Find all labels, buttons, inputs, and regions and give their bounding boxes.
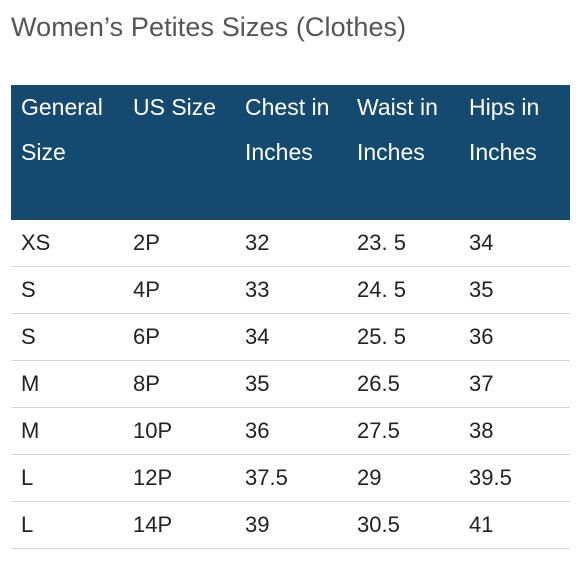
table-row: M 8P 35 26.5 37 (11, 360, 570, 408)
table-row: S 4P 33 24. 5 35 (11, 266, 570, 314)
cell-hips: 34 (459, 220, 570, 267)
page-title: Women’s Petites Sizes (Clothes) (11, 12, 407, 42)
cell-us-size: 12P (123, 454, 235, 502)
cell-us-size: 8P (123, 360, 235, 408)
header-waist: Waist in Inches (347, 85, 459, 220)
cell-chest: 39 (235, 501, 347, 549)
cell-waist: 24. 5 (347, 266, 459, 314)
table-row: M 10P 36 27.5 38 (11, 407, 570, 455)
cell-chest: 32 (235, 220, 347, 267)
cell-chest: 34 (235, 313, 347, 361)
header-hips: Hips in Inches (459, 85, 570, 220)
cell-hips: 35 (459, 266, 570, 314)
cell-us-size: 2P (123, 220, 235, 267)
table-body: XS 2P 32 23. 5 34 S 4P 33 24. 5 35 S 6P … (11, 220, 570, 549)
cell-waist: 27.5 (347, 407, 459, 455)
cell-chest: 37.5 (235, 454, 347, 502)
size-chart-table: General Size US Size Chest in Inches Wai… (11, 85, 570, 549)
cell-waist: 29 (347, 454, 459, 502)
cell-us-size: 6P (123, 313, 235, 361)
header-general-size: General Size (11, 85, 123, 220)
header-chest: Chest in Inches (235, 85, 347, 220)
cell-chest: 35 (235, 360, 347, 408)
cell-general-size: L (11, 454, 123, 502)
cell-general-size: S (11, 313, 123, 361)
cell-general-size: M (11, 407, 123, 455)
cell-chest: 36 (235, 407, 347, 455)
table-row: L 12P 37.5 29 39.5 (11, 454, 570, 502)
cell-hips: 38 (459, 407, 570, 455)
cell-general-size: M (11, 360, 123, 408)
cell-hips: 39.5 (459, 454, 570, 502)
cell-general-size: S (11, 266, 123, 314)
cell-waist: 25. 5 (347, 313, 459, 361)
cell-waist: 26.5 (347, 360, 459, 408)
cell-us-size: 14P (123, 501, 235, 549)
table-row: L 14P 39 30.5 41 (11, 501, 570, 549)
header-us-size: US Size (123, 85, 235, 220)
cell-hips: 36 (459, 313, 570, 361)
cell-general-size: XS (11, 220, 123, 267)
table-header: General Size US Size Chest in Inches Wai… (11, 85, 570, 220)
cell-hips: 41 (459, 501, 570, 549)
cell-chest: 33 (235, 266, 347, 314)
cell-us-size: 4P (123, 266, 235, 314)
cell-waist: 30.5 (347, 501, 459, 549)
header-row: General Size US Size Chest in Inches Wai… (11, 85, 570, 220)
cell-general-size: L (11, 501, 123, 549)
cell-us-size: 10P (123, 407, 235, 455)
cell-waist: 23. 5 (347, 220, 459, 267)
table-row: S 6P 34 25. 5 36 (11, 313, 570, 361)
table-row: XS 2P 32 23. 5 34 (11, 220, 570, 267)
cell-hips: 37 (459, 360, 570, 408)
